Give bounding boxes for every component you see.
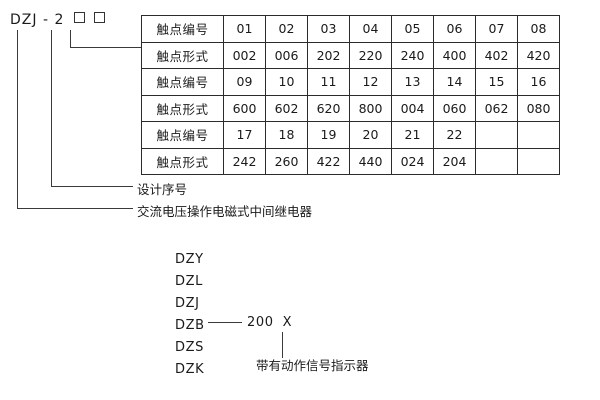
callout-design-serial: 设计序号	[137, 182, 188, 197]
table-cell: 006	[265, 41, 308, 69]
table-cell-empty	[517, 121, 560, 149]
table-cell: 11	[307, 68, 350, 96]
table-cell-empty	[475, 147, 518, 175]
series-item-dzs: DZS	[175, 340, 204, 355]
table-cell: 04	[349, 15, 392, 43]
table-cell: 03	[307, 15, 350, 43]
table-cell: 420	[517, 41, 560, 69]
row-label: 触点编号	[141, 68, 224, 96]
table-cell: 05	[391, 15, 434, 43]
table-cell: 07	[475, 15, 518, 43]
series-item-dzl: DZL	[175, 274, 203, 289]
table-cell: 242	[223, 147, 266, 175]
table-cell: 18	[265, 121, 308, 149]
table-cell: 060	[433, 94, 476, 122]
table-cell: 600	[223, 94, 266, 122]
table-cell: 002	[223, 41, 266, 69]
table-cell: 004	[391, 94, 434, 122]
series-item-dzj: DZJ	[175, 296, 200, 311]
table-cell: 12	[349, 68, 392, 96]
row-label: 触点形式	[141, 147, 224, 175]
row-label: 触点编号	[141, 121, 224, 149]
leader-line-prefix-horizontal	[17, 208, 133, 209]
contact-specification-table: 触点编号 01 02 03 04 05 06 07 08 触点形式 002 00…	[141, 15, 560, 175]
leader-line-prefix-vertical	[17, 30, 18, 208]
row-label: 触点形式	[141, 41, 224, 69]
row-label: 触点形式	[141, 94, 224, 122]
table-cell: 602	[265, 94, 308, 122]
indicator-note-label: 带有动作信号指示器	[256, 358, 369, 373]
table-row: 触点形式 242 260 422 440 024 204	[141, 147, 560, 175]
series-item-dzy: DZY	[175, 252, 204, 267]
table-cell: 080	[517, 94, 560, 122]
table-cell: 14	[433, 68, 476, 96]
table-cell: 220	[349, 41, 392, 69]
table-cell: 402	[475, 41, 518, 69]
series-suffix-connector-line	[208, 322, 242, 323]
model-placeholder-box-1	[73, 12, 85, 23]
table-cell-empty	[475, 121, 518, 149]
suffix-letter: X	[282, 315, 293, 330]
table-cell: 22	[433, 121, 476, 149]
table-cell: 17	[223, 121, 266, 149]
table-cell: 21	[391, 121, 434, 149]
table-cell: 08	[517, 15, 560, 43]
table-cell-empty	[517, 147, 560, 175]
table-cell: 024	[391, 147, 434, 175]
series-item-dzk: DZK	[175, 362, 205, 377]
table-cell: 06	[433, 15, 476, 43]
suffix-number: 200	[247, 315, 274, 330]
table-cell: 20	[349, 121, 392, 149]
model-dash: -	[42, 12, 50, 28]
model-code-header: DZJ - 2	[10, 12, 106, 28]
table-row: 触点形式 002 006 202 220 240 400 402 420	[141, 41, 560, 69]
leader-line-series-horizontal	[51, 186, 133, 187]
row-label: 触点编号	[141, 15, 224, 43]
table-cell: 062	[475, 94, 518, 122]
table-cell: 800	[349, 94, 392, 122]
table-cell: 16	[517, 68, 560, 96]
table-cell: 01	[223, 15, 266, 43]
table-row: 触点编号 01 02 03 04 05 06 07 08	[141, 15, 560, 43]
table-cell: 10	[265, 68, 308, 96]
table-cell: 09	[223, 68, 266, 96]
table-row: 触点形式 600 602 620 800 004 060 062 080	[141, 94, 560, 122]
table-cell: 240	[391, 41, 434, 69]
table-row: 触点编号 17 18 19 20 21 22	[141, 121, 560, 149]
table-cell: 19	[307, 121, 350, 149]
table-cell: 15	[475, 68, 518, 96]
series-item-dzb: DZB	[175, 318, 205, 333]
model-series-digit: 2	[54, 12, 65, 28]
table-cell: 13	[391, 68, 434, 96]
table-cell: 204	[433, 147, 476, 175]
leader-line-boxes-horizontal	[70, 47, 141, 48]
table-cell: 202	[307, 41, 350, 69]
suffix-code: 200 X	[247, 315, 292, 330]
leader-line-boxes-vertical	[70, 30, 71, 47]
table-row: 触点编号 09 10 11 12 13 14 15 16	[141, 68, 560, 96]
leader-line-series-vertical	[51, 30, 52, 186]
table-cell: 422	[307, 147, 350, 175]
relay-series-list: DZY DZL DZJ DZB DZS DZK	[175, 249, 205, 381]
table-cell: 400	[433, 41, 476, 69]
table-cell: 440	[349, 147, 392, 175]
table-cell: 260	[265, 147, 308, 175]
contact-table-body: 触点编号 01 02 03 04 05 06 07 08 触点形式 002 00…	[141, 15, 560, 175]
table-cell: 02	[265, 15, 308, 43]
callout-relay-description: 交流电压操作电磁式中间继电器	[137, 204, 313, 219]
table-cell: 620	[307, 94, 350, 122]
indicator-leader-line	[282, 332, 283, 358]
model-prefix: DZJ	[10, 12, 38, 28]
model-placeholder-box-2	[94, 12, 106, 23]
